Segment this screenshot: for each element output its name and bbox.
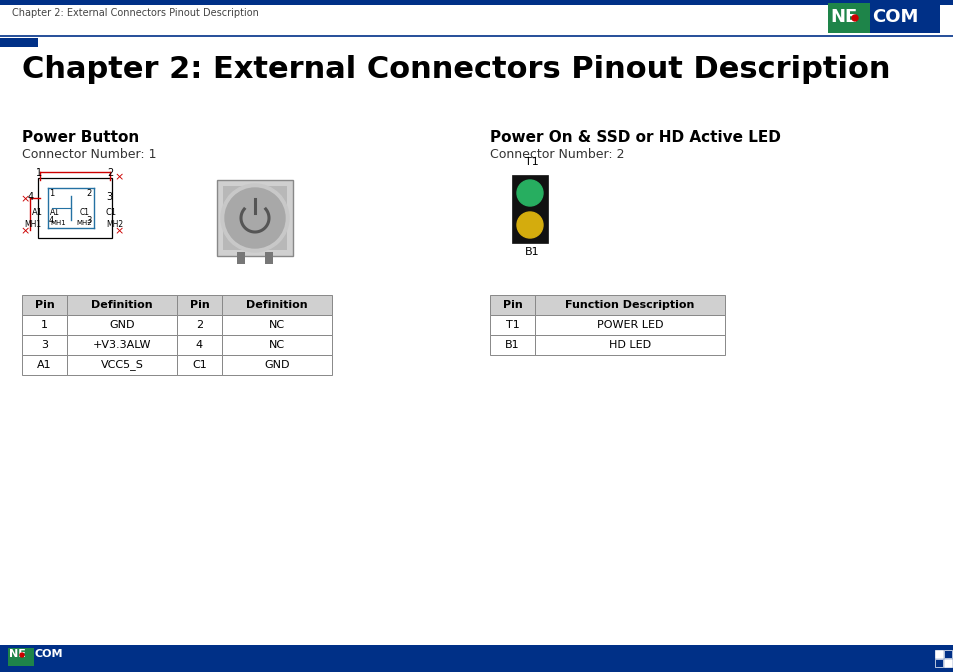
Text: Chapter 2: External Connectors Pinout Description: Chapter 2: External Connectors Pinout De… (12, 8, 258, 18)
Bar (0, 38, 38, 47)
Text: MH1: MH1 (50, 220, 66, 226)
Bar (0, 645, 953, 672)
Text: Power On & SSD or HD Active LED: Power On & SSD or HD Active LED (490, 130, 781, 145)
Text: NC: NC (269, 340, 285, 350)
Text: MH1: MH1 (24, 220, 41, 229)
Bar (934, 650, 942, 658)
Text: COM: COM (35, 649, 64, 659)
Bar (490, 315, 535, 335)
Text: GND: GND (264, 360, 290, 370)
Text: HD LED: HD LED (608, 340, 650, 350)
Text: C1: C1 (192, 360, 207, 370)
Text: NE: NE (829, 8, 857, 26)
Text: Function Description: Function Description (565, 300, 694, 310)
Text: COM: COM (871, 8, 918, 26)
Bar (177, 315, 222, 335)
Text: ×: × (113, 226, 123, 236)
Text: NE: NE (9, 649, 26, 659)
Text: MH2: MH2 (106, 220, 123, 229)
Bar (8, 648, 76, 666)
Bar (67, 355, 177, 375)
Bar (236, 252, 245, 264)
Bar (177, 355, 222, 375)
Text: 2: 2 (86, 189, 91, 198)
Text: Pin: Pin (34, 300, 54, 310)
Text: 1: 1 (41, 320, 48, 330)
Text: 4: 4 (28, 192, 34, 202)
Text: ×: × (20, 226, 30, 236)
Text: T1: T1 (505, 320, 518, 330)
Bar (490, 295, 535, 315)
Bar (943, 650, 951, 658)
Bar (223, 186, 287, 250)
Circle shape (225, 188, 285, 248)
Bar (22, 315, 67, 335)
Text: B1: B1 (524, 247, 539, 257)
Text: Pin: Pin (502, 300, 522, 310)
Circle shape (517, 212, 542, 238)
Bar (177, 295, 222, 315)
Bar (22, 335, 67, 355)
Bar (67, 295, 177, 315)
Text: Power Button: Power Button (22, 130, 139, 145)
Bar (67, 315, 177, 335)
Bar (222, 355, 332, 375)
Text: VCC5_S: VCC5_S (100, 360, 143, 370)
Text: A1: A1 (32, 208, 43, 217)
Bar (222, 335, 332, 355)
Text: NC: NC (269, 320, 285, 330)
Text: MH2: MH2 (76, 220, 91, 226)
Circle shape (221, 184, 289, 252)
Text: ×: × (113, 172, 123, 182)
Text: +V3.3ALW: +V3.3ALW (92, 340, 152, 350)
Text: GND: GND (110, 320, 134, 330)
Text: B1: B1 (505, 340, 519, 350)
Bar (943, 659, 951, 667)
Text: Chapter 2: External Connectors Pinout Description: Chapter 2: External Connectors Pinout De… (22, 55, 889, 84)
Circle shape (20, 653, 24, 657)
Text: A1: A1 (50, 208, 60, 217)
Bar (8, 648, 34, 666)
Text: 2: 2 (195, 320, 203, 330)
Circle shape (517, 180, 542, 206)
Text: 3: 3 (86, 216, 91, 225)
Bar (22, 295, 67, 315)
Text: C1: C1 (80, 208, 90, 217)
Text: 3: 3 (41, 340, 48, 350)
Bar (22, 355, 67, 375)
Bar (535, 335, 724, 355)
Bar (0, 0, 953, 5)
Bar (222, 295, 332, 315)
Text: 1: 1 (49, 189, 54, 198)
Text: POWER LED: POWER LED (597, 320, 662, 330)
Text: Definition: Definition (91, 300, 152, 310)
Text: ×: × (20, 194, 30, 204)
Bar (512, 175, 547, 243)
Text: Definition: Definition (246, 300, 308, 310)
Circle shape (851, 15, 857, 21)
Bar (827, 3, 939, 33)
Bar (265, 252, 273, 264)
Bar (535, 295, 724, 315)
Bar (222, 315, 332, 335)
Text: Connector Number: 2: Connector Number: 2 (490, 148, 624, 161)
Text: 2: 2 (107, 168, 113, 178)
Text: Connector Number: 1: Connector Number: 1 (22, 148, 156, 161)
Bar (67, 335, 177, 355)
Bar (827, 3, 869, 33)
Bar (934, 659, 942, 667)
Bar (38, 178, 112, 238)
Text: Pin: Pin (190, 300, 209, 310)
Text: T1: T1 (524, 157, 538, 167)
Bar (535, 315, 724, 335)
Bar (490, 335, 535, 355)
Text: 4: 4 (49, 216, 54, 225)
Text: C1: C1 (106, 208, 117, 217)
Text: A1: A1 (37, 360, 51, 370)
Bar (216, 180, 293, 256)
Text: 3: 3 (106, 192, 112, 202)
Text: 4: 4 (195, 340, 203, 350)
Bar (177, 335, 222, 355)
Text: 1: 1 (36, 168, 42, 178)
